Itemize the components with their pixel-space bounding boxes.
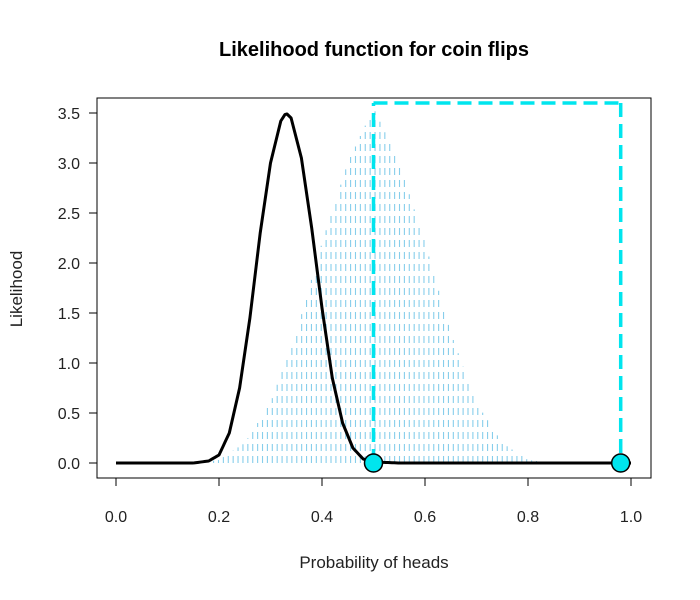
x-tick-label: 1.0 (620, 509, 642, 526)
y-tick-label: 0.0 (58, 456, 80, 473)
x-axis-label: Probability of heads (299, 553, 448, 572)
y-tick-label: 3.0 (58, 156, 80, 173)
y-tick-label: 1.5 (58, 306, 80, 323)
y-tick-label: 0.5 (58, 406, 80, 423)
y-tick-label: 2.5 (58, 206, 80, 223)
y-axis-label: Likelihood (7, 251, 26, 328)
x-tick-label: 0.2 (208, 509, 230, 526)
x-tick-label: 0.4 (311, 509, 333, 526)
highlight-point (610, 453, 631, 473)
chart-title: Likelihood function for coin flips (219, 39, 529, 61)
x-tick-label: 0.6 (414, 509, 436, 526)
x-tick-label: 0.0 (105, 509, 127, 526)
highlight-point (363, 453, 384, 473)
y-tick-label: 1.0 (58, 356, 80, 373)
x-tick-label: 0.8 (517, 509, 539, 526)
y-tick-label: 3.5 (58, 106, 80, 123)
y-tick-label: 2.0 (58, 256, 80, 273)
